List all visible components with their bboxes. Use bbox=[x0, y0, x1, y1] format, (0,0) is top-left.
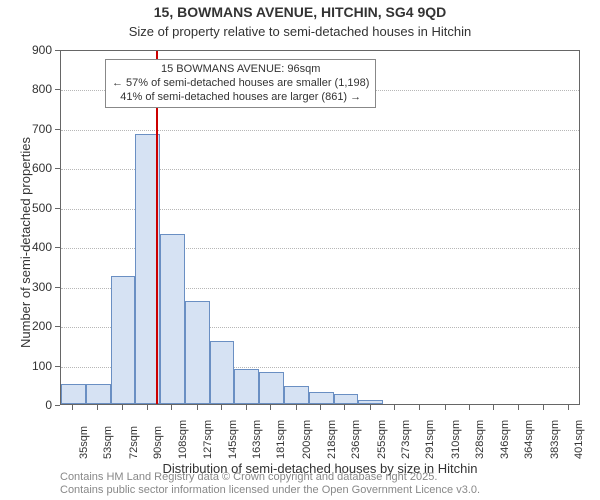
x-tick-label: 364sqm bbox=[523, 409, 535, 459]
x-tick-mark bbox=[469, 405, 470, 410]
y-tick-label: 300 bbox=[0, 280, 52, 294]
x-tick-mark bbox=[270, 405, 271, 410]
histogram-bar bbox=[61, 384, 86, 404]
x-tick-label: 181sqm bbox=[275, 409, 287, 459]
x-tick-label: 108sqm bbox=[177, 409, 189, 459]
x-tick-label: 273sqm bbox=[400, 409, 412, 459]
x-tick-label: 72sqm bbox=[128, 409, 140, 459]
y-tick-label: 900 bbox=[0, 43, 52, 57]
attribution-line-2: Contains public sector information licen… bbox=[60, 484, 480, 498]
y-tick-label: 800 bbox=[0, 82, 52, 96]
x-tick-label: 127sqm bbox=[202, 409, 214, 459]
histogram-bar bbox=[259, 372, 284, 404]
histogram-bar bbox=[358, 400, 383, 404]
x-tick-mark bbox=[445, 405, 446, 410]
x-tick-mark bbox=[419, 405, 420, 410]
x-tick-mark bbox=[171, 405, 172, 410]
attribution-line-1: Contains HM Land Registry data © Crown c… bbox=[60, 471, 480, 485]
x-tick-mark bbox=[197, 405, 198, 410]
annotation-line-3: 41% of semi-detached houses are larger (… bbox=[112, 91, 369, 105]
x-tick-label: 236sqm bbox=[350, 409, 362, 459]
x-tick-mark bbox=[518, 405, 519, 410]
x-tick-label: 145sqm bbox=[227, 409, 239, 459]
attribution: Contains HM Land Registry data © Crown c… bbox=[60, 471, 480, 499]
x-tick-label: 383sqm bbox=[549, 409, 561, 459]
x-tick-label: 35sqm bbox=[78, 409, 90, 459]
y-tick-label: 100 bbox=[0, 359, 52, 373]
x-tick-mark bbox=[221, 405, 222, 410]
x-tick-mark bbox=[246, 405, 247, 410]
histogram-bar bbox=[185, 301, 210, 404]
histogram-bar bbox=[210, 341, 235, 404]
x-tick-mark bbox=[147, 405, 148, 410]
y-tick-label: 0 bbox=[0, 398, 52, 412]
annotation-line-1: 15 BOWMANS AVENUE: 96sqm bbox=[112, 63, 369, 77]
gridline bbox=[61, 130, 579, 131]
y-tick-label: 500 bbox=[0, 201, 52, 215]
y-tick-label: 200 bbox=[0, 319, 52, 333]
histogram-bar bbox=[234, 369, 259, 405]
x-tick-label: 218sqm bbox=[326, 409, 338, 459]
chart-container: 15, BOWMANS AVENUE, HITCHIN, SG4 9QD Siz… bbox=[0, 0, 600, 500]
x-tick-label: 401sqm bbox=[573, 409, 585, 459]
x-tick-mark bbox=[568, 405, 569, 410]
x-tick-mark bbox=[122, 405, 123, 410]
x-tick-label: 346sqm bbox=[499, 409, 511, 459]
x-tick-label: 90sqm bbox=[152, 409, 164, 459]
histogram-bar bbox=[334, 394, 359, 404]
histogram-bar bbox=[111, 276, 136, 404]
x-tick-mark bbox=[543, 405, 544, 410]
histogram-bar bbox=[160, 234, 185, 404]
x-tick-mark bbox=[320, 405, 321, 410]
x-tick-label: 255sqm bbox=[376, 409, 388, 459]
x-tick-label: 310sqm bbox=[450, 409, 462, 459]
chart-subtitle: Size of property relative to semi-detach… bbox=[0, 24, 600, 39]
x-tick-label: 200sqm bbox=[301, 409, 313, 459]
histogram-bar bbox=[309, 392, 334, 404]
annotation-line-2: ← 57% of semi-detached houses are smalle… bbox=[112, 77, 369, 91]
x-tick-mark bbox=[97, 405, 98, 410]
plot-area: 15 BOWMANS AVENUE: 96sqm ← 57% of semi-d… bbox=[60, 50, 580, 405]
x-tick-label: 163sqm bbox=[251, 409, 263, 459]
histogram-bar bbox=[284, 386, 309, 404]
y-tick-label: 600 bbox=[0, 161, 52, 175]
x-tick-label: 291sqm bbox=[424, 409, 436, 459]
x-axis-label: Distribution of semi-detached houses by … bbox=[60, 461, 580, 466]
x-tick-mark bbox=[296, 405, 297, 410]
histogram-bar bbox=[86, 384, 111, 404]
x-tick-mark bbox=[72, 405, 73, 410]
y-tick-mark bbox=[55, 405, 60, 406]
y-tick-label: 700 bbox=[0, 122, 52, 136]
x-tick-mark bbox=[370, 405, 371, 410]
x-tick-mark bbox=[493, 405, 494, 410]
x-tick-mark bbox=[394, 405, 395, 410]
annotation-box: 15 BOWMANS AVENUE: 96sqm ← 57% of semi-d… bbox=[105, 59, 376, 108]
y-tick-label: 400 bbox=[0, 240, 52, 254]
x-tick-mark bbox=[344, 405, 345, 410]
x-tick-label: 53sqm bbox=[102, 409, 114, 459]
x-tick-label: 328sqm bbox=[474, 409, 486, 459]
chart-title: 15, BOWMANS AVENUE, HITCHIN, SG4 9QD bbox=[0, 4, 600, 20]
